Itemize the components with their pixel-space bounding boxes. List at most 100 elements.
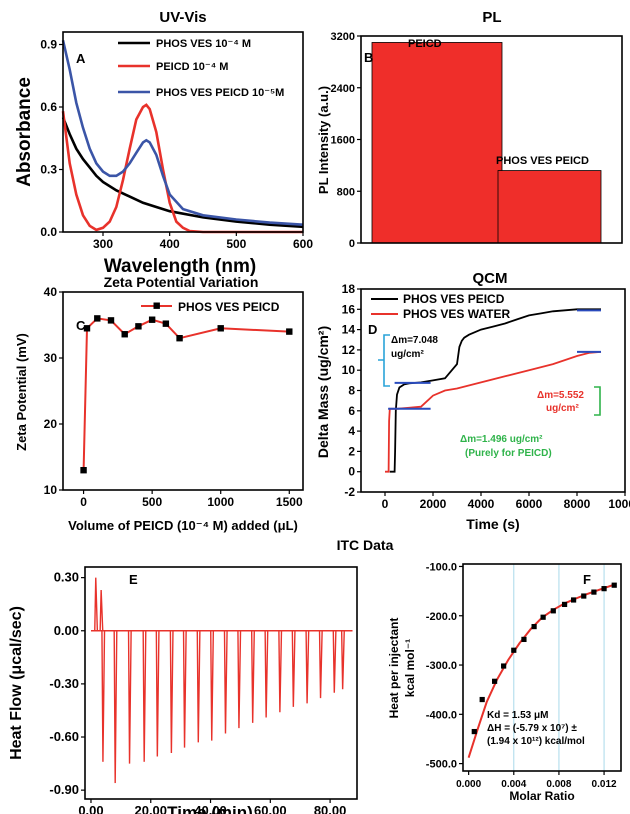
data-point [601, 586, 607, 592]
y-axis-tick-label: -400.0 [426, 709, 457, 721]
x-axis-tick-label: 500 [142, 495, 162, 509]
injection-peak [291, 630, 296, 707]
data-point [521, 636, 527, 643]
x-axis-tick-label: 500 [226, 237, 246, 251]
y-axis-tick-label: 0.0 [40, 225, 57, 239]
data-point [135, 323, 142, 330]
data-point [217, 325, 224, 332]
injection-peak [223, 630, 228, 734]
annotation: (Purely for PEICD) [465, 448, 552, 459]
y-axis-tick-label: 0.6 [40, 100, 57, 114]
injection-peak [332, 630, 337, 693]
injection-peak [127, 630, 132, 764]
y-axis-tick-label: 2 [348, 444, 355, 458]
y-axis-tick-label: 0 [349, 238, 355, 250]
data-point [611, 582, 617, 588]
x-axis-tick-label: 600 [293, 237, 313, 251]
data-point [80, 467, 87, 474]
y-axis-title: Heat Flow (μcal/sec) [8, 606, 25, 760]
data-point [511, 647, 517, 653]
plot-frame [462, 563, 622, 772]
chart-title: UV-Vis [159, 9, 206, 26]
y-axis-tick-label: 0.9 [40, 38, 57, 52]
plot-frame [62, 31, 304, 233]
plot-frame [62, 291, 304, 491]
x-axis-title: Wavelength (nm) [104, 256, 256, 277]
data-point [286, 328, 293, 335]
annotation: Δm=1.496 ug/cm² [460, 434, 543, 445]
y-axis-tick-label: -0.60 [49, 729, 79, 744]
data-point [561, 601, 568, 608]
x-axis-tick-label: 40.00 [194, 803, 227, 814]
x-axis-tick-label: 80.00 [314, 803, 347, 814]
legend-label: PHOS VES PEICD [403, 292, 505, 306]
x-axis-tick-label: 1000 [207, 495, 234, 509]
series-line [82, 317, 290, 471]
y-axis-tick-label: 1600 [331, 135, 355, 147]
injection-peak [250, 630, 255, 723]
x-axis-tick-label: 0.00 [78, 803, 103, 814]
injection-peak [169, 630, 174, 753]
chart-uvvis: UV-Vis 300 400 500 600 0.0 0.3 0.6 0.9 Wavelength… [14, 9, 313, 277]
series-line [389, 308, 601, 473]
injection-peak [318, 630, 323, 699]
y-axis-title: Absorbance [14, 77, 35, 187]
y-axis-tick-label: 14 [342, 323, 356, 337]
injection-peak [99, 589, 104, 631]
x-axis-tick-label: 0 [80, 495, 87, 509]
x-axis-title: Volume of PEICD (10⁻⁴ M) added (μL) [68, 518, 298, 533]
x-axis-tick-label: 20.00 [134, 803, 167, 814]
data-point [540, 614, 546, 620]
x-axis-title: Time (min) [167, 803, 253, 814]
data-point [162, 320, 170, 327]
fit-annotation: ΔH = (-5.79 x 10⁷) ± [487, 723, 577, 734]
injection-peak [155, 630, 160, 757]
chart-title: QCM [473, 270, 508, 287]
legend-label: PHOS VES WATER [403, 307, 510, 321]
y-axis-tick-label: 0.00 [54, 623, 79, 638]
fit-annotation: Kd = 1.53 μM [487, 710, 548, 721]
injection-peak [305, 630, 310, 704]
injection-peak [196, 630, 201, 743]
y-axis-tick-label: 2400 [331, 83, 355, 95]
data-point [107, 317, 115, 324]
legend-label: PHOS VES PEICD [178, 300, 280, 314]
data-point [94, 315, 101, 322]
y-axis-tick-label: 8 [348, 384, 355, 398]
data-point [501, 663, 507, 669]
y-axis-tick-label: 40 [44, 285, 58, 299]
y-axis-tick-label: 12 [342, 343, 356, 357]
injection-peak [182, 630, 187, 748]
injection-peak [210, 630, 215, 741]
x-axis-title: Time (s) [466, 516, 519, 532]
x-axis-tick-label: 0.004 [501, 779, 526, 790]
legend-marker [153, 302, 160, 309]
y-axis-title: kcal mol⁻¹ [403, 639, 417, 697]
data-point [471, 728, 477, 735]
y-axis-tick-label: -2 [344, 485, 355, 499]
x-axis-tick-label: 10000 [608, 497, 630, 511]
x-axis-tick-label: 0.008 [546, 779, 571, 790]
y-axis-title: Delta Mass (ug/cm²) [315, 326, 331, 458]
bracket [378, 334, 390, 387]
panel-label: C [76, 318, 86, 333]
x-axis-tick-label: 300 [93, 237, 113, 251]
y-axis-title: Zeta Potential (mV) [14, 333, 29, 451]
chart-zeta: Zeta Potential Variation 0 500 1000 1500 10 20… [14, 274, 304, 533]
y-axis-tick-label: 4 [348, 424, 355, 438]
injection-peak [264, 630, 269, 718]
data-point [83, 325, 91, 332]
x-axis-tick-label: 8000 [564, 497, 591, 511]
y-axis-tick-label: 0.3 [40, 163, 57, 177]
injection-peak [142, 630, 147, 762]
panel-label: D [368, 322, 377, 337]
annotation: Δm=7.048 [391, 335, 438, 346]
series-line [61, 103, 303, 234]
data-point [581, 593, 587, 599]
panel-label: F [583, 572, 591, 587]
series-line [385, 351, 602, 473]
data-point [176, 335, 183, 342]
annotation: ug/cm² [546, 403, 579, 414]
chart-title: PL [482, 9, 501, 26]
